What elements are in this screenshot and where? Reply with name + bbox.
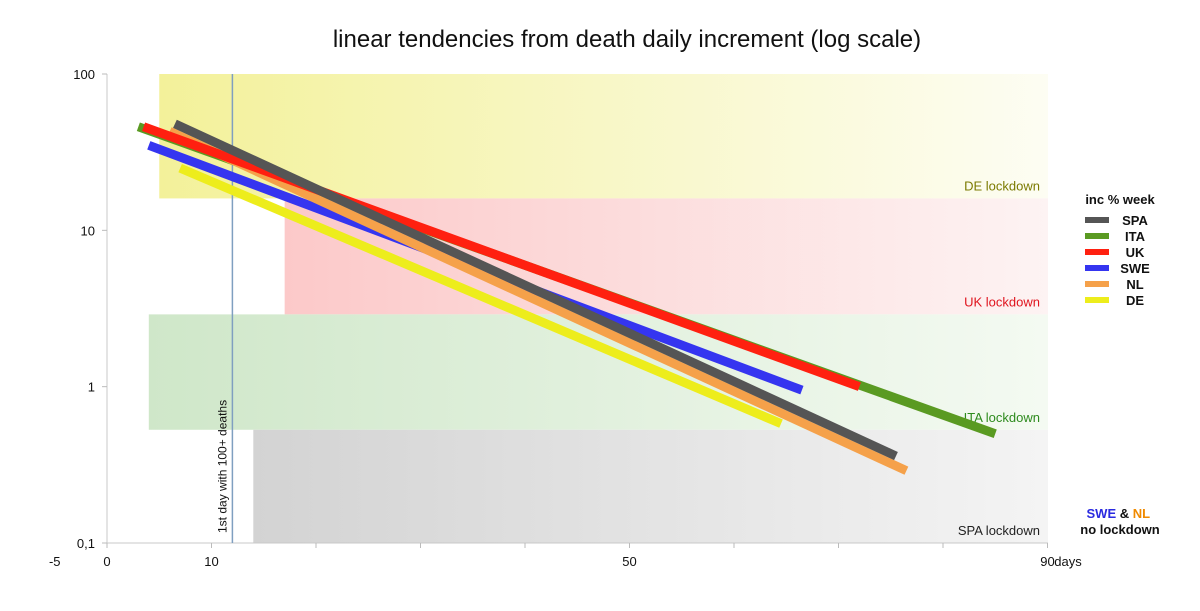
note-swe: SWE [1087, 506, 1117, 521]
x-tick-label: 50 [622, 554, 636, 569]
region-uk-lockdown [284, 198, 1048, 315]
legend-label-spa: SPA [1122, 213, 1148, 228]
legend-swatch-ita [1085, 233, 1109, 239]
marker-label: 1st day with 100+ deaths [215, 400, 229, 533]
region-label: DE lockdown [964, 178, 1040, 193]
chart-title: linear tendencies from death daily incre… [333, 26, 921, 53]
series-line-de [178, 163, 783, 428]
legend-swatch-uk [1085, 249, 1109, 255]
legend-label-de: DE [1126, 293, 1144, 308]
note-rest: no lockdown [1080, 522, 1160, 537]
legend-swatch-de [1085, 297, 1109, 303]
lockdown-regions: DE lockdown UK lockdown ITA lockdown SPA lo… [148, 74, 1049, 543]
x-tick-label: 90 [1040, 554, 1054, 569]
y-tick-label: 100 [73, 67, 95, 82]
no-lockdown-note: SWE & NL no lockdown [1080, 506, 1160, 537]
y-tick-label: 1 [88, 380, 95, 395]
series-line-spa [173, 119, 898, 461]
legend-label-uk: UK [1126, 245, 1145, 260]
x-axis-label: days [1054, 554, 1082, 569]
legend-swatch-nl [1085, 281, 1109, 287]
legend-swatch-swe [1085, 265, 1109, 271]
legend-label-swe: SWE [1120, 261, 1150, 276]
region-label: SPA lockdown [958, 523, 1040, 538]
x-tick-label: -5 [49, 554, 61, 569]
y-tick-label: 0,1 [77, 536, 95, 551]
region-label: UK lockdown [964, 294, 1040, 309]
region-de-lockdown [159, 74, 1048, 199]
axes: 100 10 1 0,1 -5 0 10 50 90 days [49, 67, 1082, 569]
note-amp: & [1120, 506, 1129, 521]
legend-swatch-spa [1085, 217, 1109, 223]
x-tick-label: 10 [204, 554, 218, 569]
region-spa-lockdown [253, 429, 1049, 543]
region-label: ITA lockdown [964, 410, 1040, 425]
series-line-nl [167, 127, 909, 475]
note-nl: NL [1133, 506, 1150, 521]
x-tick-label: 0 [103, 554, 110, 569]
y-tick-label: 10 [81, 223, 95, 238]
legend-label-nl: NL [1126, 277, 1143, 292]
series-lines [136, 119, 997, 475]
legend-title: inc % week [1085, 192, 1155, 207]
series-line-uk [142, 122, 861, 391]
legend-label-ita: ITA [1125, 229, 1146, 244]
